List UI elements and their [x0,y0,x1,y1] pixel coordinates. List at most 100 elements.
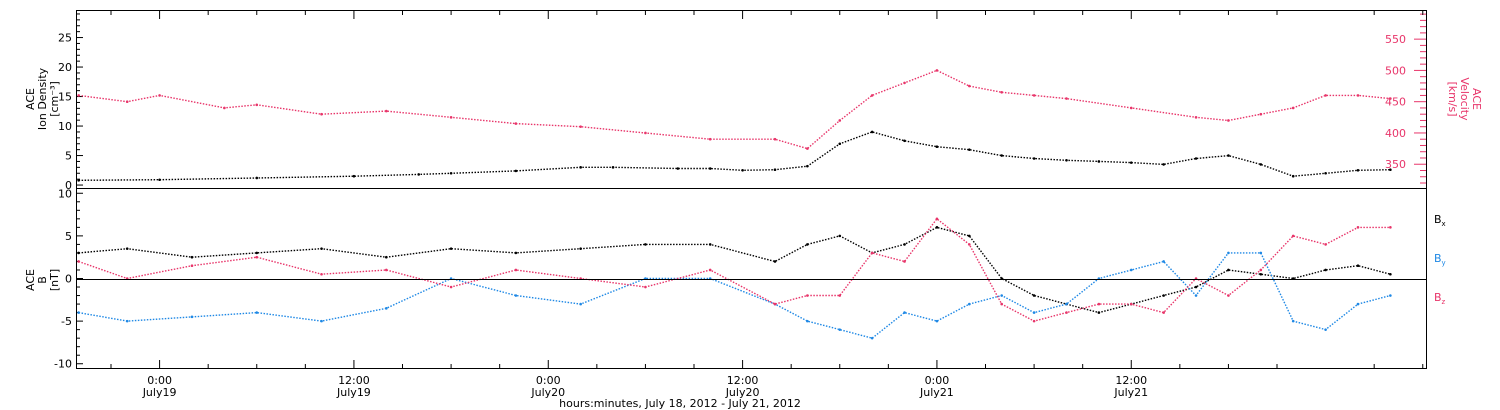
velocity-series-point [449,116,453,119]
velocity-series-point [870,94,874,97]
series-by-point [1000,294,1004,297]
series-by-point [255,311,259,314]
series-bz-point [708,268,712,272]
series-bz-point [1324,243,1327,246]
x-axis-label: hours:minutes, July 18, 2012 - July 21, … [559,397,801,410]
data-layer [77,69,1392,340]
density-series-point [1356,169,1360,172]
top-right-tick-label: 450 [1385,96,1406,109]
series-bz-point [514,268,518,272]
series-bz-point [935,217,939,221]
x-tick-day-label: July19 [336,386,371,399]
series-by-point [903,311,906,314]
density-series-point [514,169,518,173]
density-series-point [773,168,777,172]
velocity-series-point [773,137,777,141]
x-tick-day-label: July21 [1113,386,1148,399]
series-bx-point [579,247,582,250]
density-series-point [1162,163,1165,166]
velocity-series-point [1065,97,1068,100]
top-left-tick-label: 0 [65,179,72,192]
series-by-point [1194,294,1198,297]
series-by-point [1129,268,1133,272]
velocity-series [78,69,1391,150]
series-by-point [806,319,809,323]
series-bz-point [1259,268,1263,272]
series-bx-point [320,247,323,250]
series-bx-point [1259,272,1263,276]
series-bx-point [385,255,388,259]
series-bx-point [838,234,842,238]
top-left-tick-label: 15 [58,91,72,104]
series-bz-point [1000,302,1004,306]
density-series-point [158,178,161,182]
series-bx-point [968,234,971,238]
density-series-point [1324,171,1327,175]
legend-by-sub: y [1442,259,1446,267]
density-series-point [1000,154,1004,157]
series-bz-point [1389,226,1392,229]
bottom-left-ylabel: ACE B [nT] [24,269,61,291]
series-bx-point [1097,311,1101,314]
density-series-point [676,167,680,170]
series-bz-point [77,260,80,263]
top-right-ylabel-line1: ACE [1470,88,1483,110]
velocity-series-point [1389,97,1392,100]
x-tick-day-label: July19 [142,386,177,399]
series-by-point [514,294,518,297]
series-bz-point [773,302,777,306]
density-series-point [935,145,939,148]
density-series-point [968,148,971,151]
series-bz-point [255,255,259,259]
velocity-series-point [1194,116,1198,119]
series-bx-point [514,251,518,255]
series-by-point [1324,328,1327,331]
top-right-ylabel-line2: Velocity [1458,77,1471,121]
top-right-ylabel: ACE Velocity [km/s] [1446,77,1483,121]
top-left-tick-label: 5 [65,150,72,163]
legend-by-base: B [1434,252,1442,265]
series-bz-point [1227,294,1230,297]
velocity-series-point [1324,94,1327,97]
series-bz-point [1032,319,1036,323]
tick-layer: 0510152025350400450500550-10-505100:00Ju… [54,11,1426,399]
series-by-point [1227,251,1230,255]
density-series-point [903,139,906,143]
series-by-point [870,336,874,340]
series-by-point [968,302,971,306]
series-bx-point [644,243,647,246]
velocity-series-point [1356,94,1360,97]
series-bx-point [903,243,906,246]
velocity-series-point [903,81,906,85]
top-left-ylabel-line1: ACE [24,88,37,110]
velocity-series-point [935,69,939,72]
density-series-point [1389,168,1392,172]
legend-by: By [1434,252,1446,267]
bottom-left-ylabel-line1: ACE [24,269,37,291]
bottom-left-tick-label: -10 [54,358,72,371]
series-bz-point [806,294,809,297]
density-series-point [449,171,453,175]
series-bz-point [449,285,453,289]
series-bx-point [1356,264,1360,268]
velocity-series-point [968,84,971,88]
x-tick-day-label: July20 [530,386,565,399]
velocity-series-point [125,100,129,103]
series-bx-point [77,251,80,255]
bottom-left-ylabel-line3: [nT] [48,269,61,291]
x-tick-day-label: July21 [919,386,954,399]
series-by-point [385,307,388,310]
series-bz-point [385,268,388,272]
density-series [78,131,1391,181]
series-by-point [77,311,80,314]
x-tick-time-label: 12:00 [727,374,759,387]
x-tick-time-label: 12:00 [1115,374,1147,387]
series-bx-point [1324,268,1327,272]
series-by-point [1291,319,1295,323]
density-series-point [1097,160,1101,163]
velocity-series-point [223,106,226,110]
velocity-series-point [1129,106,1133,110]
top-left-tick-label: 20 [58,61,72,74]
series-bz-point [1291,234,1295,238]
